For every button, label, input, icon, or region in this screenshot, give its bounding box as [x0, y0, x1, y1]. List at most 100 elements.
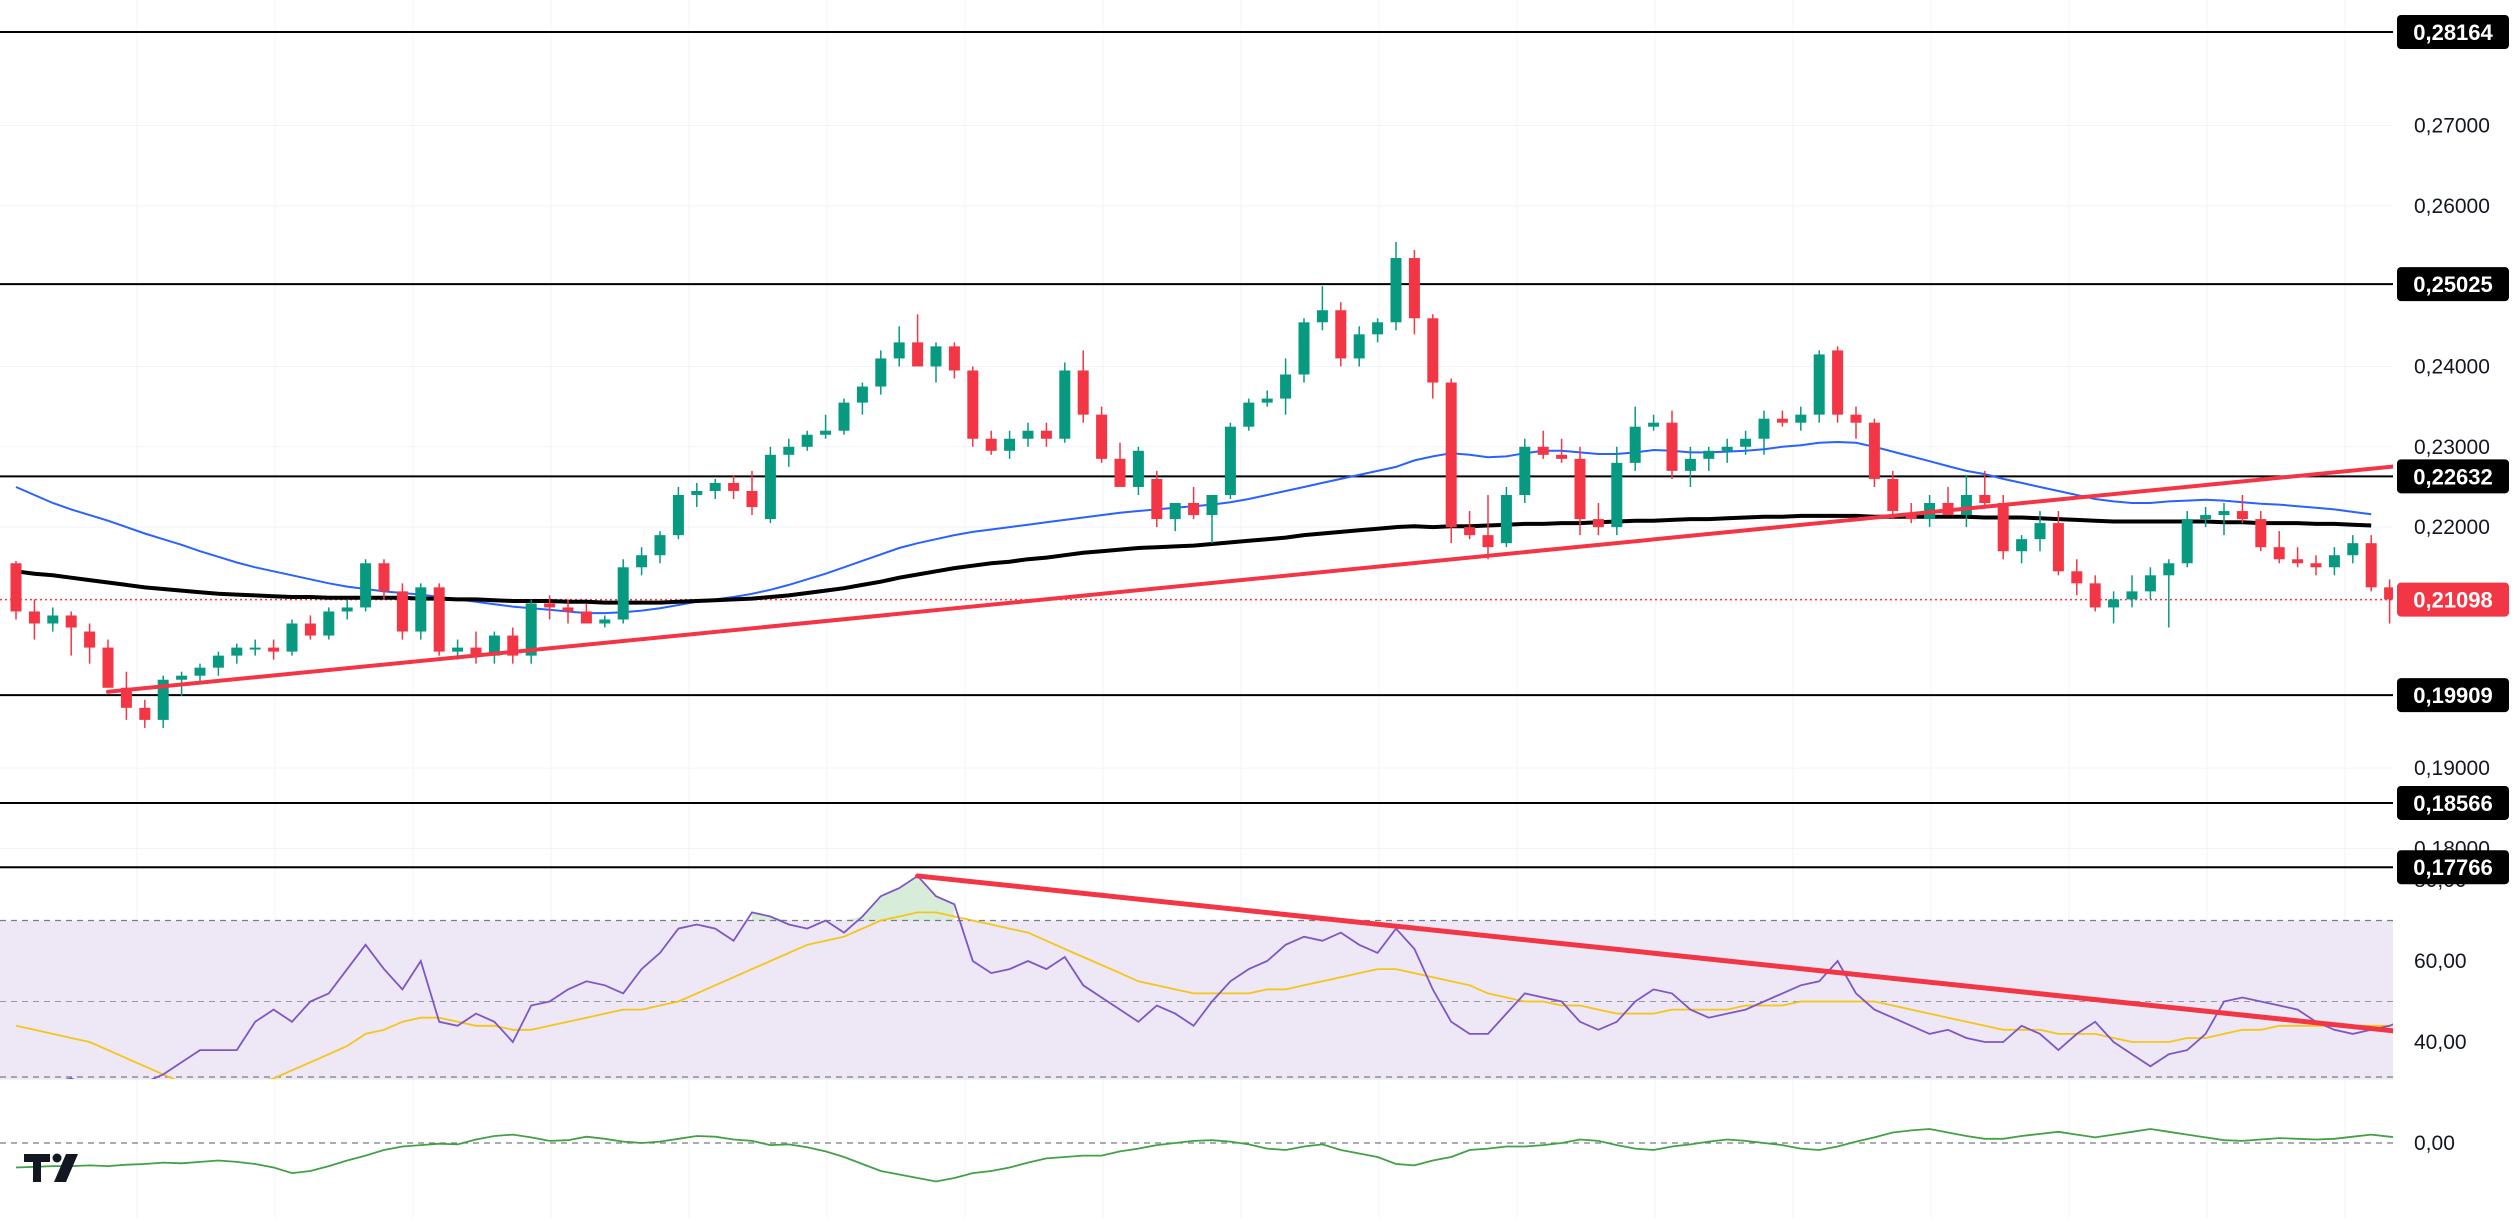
- rsi-band: [0, 920, 2393, 1079]
- badge-background: [2397, 459, 2509, 494]
- candle-body: [654, 535, 666, 556]
- candle: [341, 599, 353, 620]
- candle-body: [1482, 535, 1494, 548]
- candle-body: [985, 438, 997, 451]
- candle: [378, 559, 390, 600]
- candle-body: [65, 615, 77, 628]
- candle: [1850, 406, 1862, 439]
- candle: [1868, 418, 1880, 487]
- candle: [1169, 503, 1181, 532]
- candle-body: [1132, 450, 1144, 487]
- candle: [47, 607, 59, 632]
- candle: [967, 366, 979, 447]
- candle-body: [1335, 310, 1347, 359]
- candle-body: [488, 635, 500, 656]
- candle-body: [1445, 382, 1457, 528]
- candle-body: [1740, 438, 1752, 447]
- candle: [1482, 494, 1494, 560]
- candle-body: [2273, 547, 2285, 560]
- candle-body: [930, 346, 942, 367]
- candle: [488, 631, 500, 664]
- level-badge: 0,18566: [2397, 785, 2509, 820]
- candle-body: [47, 615, 59, 624]
- candle: [838, 398, 850, 435]
- candle: [930, 342, 942, 383]
- candle: [1280, 358, 1292, 415]
- horizontal-levels: [0, 31, 2393, 869]
- candle: [1464, 511, 1476, 540]
- price-tick-label: 0,26000: [2414, 195, 2490, 218]
- candle-body: [1040, 430, 1052, 439]
- candle-body: [194, 667, 206, 676]
- candle-body: [304, 623, 316, 636]
- level-badge: 0,22632: [2397, 459, 2509, 494]
- candle: [2292, 547, 2304, 568]
- candle: [360, 559, 372, 612]
- candles: [10, 241, 2396, 728]
- candle: [672, 486, 684, 540]
- candle: [2071, 559, 2083, 596]
- candle-body: [1684, 458, 1696, 471]
- candle-body: [176, 675, 188, 680]
- candle-body: [1648, 422, 1660, 427]
- candle: [562, 599, 574, 624]
- candle-body: [2144, 575, 2156, 592]
- candle-body: [341, 607, 353, 612]
- candle-body: [1500, 494, 1512, 544]
- candle-body: [1868, 422, 1880, 479]
- candle-body: [1592, 519, 1604, 528]
- candle: [2052, 511, 2064, 576]
- candle-body: [1832, 350, 1844, 415]
- candle-body: [544, 603, 556, 608]
- candle-body: [139, 707, 151, 720]
- candle: [1022, 422, 1034, 447]
- candle-body: [691, 490, 703, 495]
- candle-body: [728, 482, 740, 491]
- candle-body: [102, 647, 114, 688]
- candle-body: [1997, 503, 2009, 552]
- candle: [1979, 470, 1991, 508]
- candle-body: [764, 454, 776, 520]
- candle: [709, 478, 721, 499]
- candle-body: [212, 655, 224, 668]
- candle-body: [120, 687, 132, 708]
- candle: [2310, 555, 2322, 576]
- candle-body: [433, 587, 445, 652]
- rsi-trendline: [915, 873, 2396, 1034]
- candle-body: [378, 563, 390, 592]
- candle-body: [948, 346, 960, 371]
- candle-body: [2089, 583, 2101, 608]
- candle: [856, 382, 868, 415]
- candle: [1684, 446, 1696, 487]
- badge-label: 0,22632: [2413, 464, 2493, 489]
- candle-body: [1390, 258, 1402, 323]
- candle: [764, 446, 776, 524]
- candle: [415, 583, 427, 640]
- candle-body: [2108, 599, 2120, 608]
- candle: [1114, 442, 1126, 487]
- candle: [746, 470, 758, 516]
- candle: [396, 583, 408, 640]
- candle-body: [746, 490, 758, 508]
- badge-background: [2397, 785, 2509, 820]
- candle-body: [396, 591, 408, 632]
- candle: [28, 599, 40, 640]
- candle-body: [1151, 478, 1163, 520]
- tradingview-logo: [22, 1148, 86, 1184]
- candle-body: [1206, 494, 1218, 516]
- candle-body: [1960, 494, 1972, 516]
- candle-body: [360, 563, 372, 608]
- candle: [1758, 410, 1770, 455]
- candle: [2273, 531, 2285, 564]
- candle-body: [1758, 418, 1770, 439]
- candle-body: [2016, 539, 2028, 552]
- candle-body: [1096, 414, 1108, 459]
- candle: [249, 639, 261, 656]
- candle: [304, 615, 316, 640]
- candle: [286, 619, 298, 656]
- price-tick-label: 0,23000: [2414, 436, 2490, 459]
- candle: [2236, 494, 2248, 524]
- candle-body: [1611, 462, 1623, 528]
